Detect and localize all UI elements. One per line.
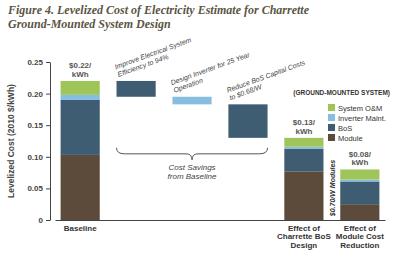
plot-marks (61, 81, 380, 220)
text-line: kWh (295, 127, 312, 136)
step-bar (228, 104, 267, 137)
legend: System O&MInverter Maint.BoSModule (328, 104, 386, 143)
legend-label: Inverter Maint. (338, 114, 386, 123)
legend-swatch (328, 134, 335, 141)
total-label: $0.08/kWh (349, 150, 372, 168)
y-tick-mark (46, 125, 50, 126)
y-axis-title: Levelized Cost (2010 $/kWh) (6, 84, 16, 198)
y-tick-mark (46, 188, 50, 189)
text-line: Baseline (64, 224, 97, 233)
bar-segment (284, 138, 323, 147)
legend-swatch (328, 114, 335, 121)
y-tick-label: 0.10 (27, 153, 43, 162)
text-line: Efficiency to 94% (116, 53, 169, 79)
legend-label: System O&M (338, 104, 382, 113)
step-bar (117, 81, 156, 97)
text-line: Effect of (344, 224, 376, 233)
text-line: kWh (351, 158, 368, 167)
text-line: Figure 4. Levelized Cost of Electricity … (7, 3, 310, 17)
y-tick-label: 0 (39, 216, 44, 225)
y-tick-label: 0.05 (27, 184, 43, 193)
y-tick-label: 0.25 (27, 58, 43, 67)
x-tick-label: Baseline (64, 224, 97, 233)
module-label: $0.70/W Modules (329, 160, 336, 218)
step-bar (172, 97, 211, 105)
bar-segment (61, 81, 100, 95)
text-line: Module Cost (336, 232, 384, 241)
savings-label: Cost Savingsfrom Baseline (168, 163, 217, 181)
chart-svg: Figure 4. Levelized Cost of Electricity … (0, 0, 395, 276)
bar-segment (61, 95, 100, 100)
text-line: $0.08/ (349, 150, 372, 159)
y-tick: 0.15 (27, 121, 50, 130)
y-tick-mark (46, 157, 50, 158)
x-tick-label: Effect ofCharrette BoSDesign (277, 224, 331, 251)
text-line: Charrette BoS (277, 232, 331, 241)
x-tick: Baseline (64, 224, 97, 233)
y-tick: 0.25 (27, 58, 50, 67)
x-axis-line (56, 220, 386, 221)
text-line: kWh (72, 70, 89, 79)
legend-label: BoS (338, 124, 352, 133)
y-tick-label: 0.15 (27, 121, 43, 130)
y-tick-label: 0.20 (27, 90, 43, 99)
chart-container: Figure 4. Levelized Cost of Electricity … (0, 0, 395, 276)
chart-title: Figure 4. Levelized Cost of Electricity … (7, 3, 310, 31)
bar-segment (284, 147, 323, 149)
bar-segment (284, 149, 323, 172)
text-line: Effect of (288, 224, 320, 233)
bar-segment (61, 155, 100, 220)
bar-segment (340, 180, 379, 182)
text-line: $0.13/ (293, 118, 316, 127)
bar-segment (340, 204, 379, 220)
system-label: (GROUND-MOUNTED SYSTEM) (293, 89, 390, 97)
x-axis: BaselineEffect ofCharrette BoSDesignEffe… (56, 221, 386, 251)
text-line: Reduction (340, 241, 379, 250)
bar-segment (284, 171, 323, 220)
y-tick-mark (46, 94, 50, 95)
y-tick: 0.20 (27, 90, 50, 99)
bar-segment (340, 169, 379, 179)
y-axis-line (50, 63, 51, 221)
legend-swatch (328, 104, 335, 111)
x-tick: Effect ofCharrette BoSDesign (277, 224, 331, 251)
total-label: $0.22/kWh (69, 61, 92, 79)
text-line: Operation (172, 77, 204, 95)
bar-segment (340, 181, 379, 204)
text-line: Ground-Mounted System Design (8, 17, 171, 31)
bar-segment (61, 100, 100, 155)
y-tick: 0.10 (27, 153, 50, 162)
y-tick: 0.05 (27, 184, 50, 193)
annotations: $0.22/kWh$0.13/kWh$0.08/kWhImprove Elect… (69, 36, 390, 217)
text-line: $0.22/ (69, 61, 92, 70)
text-line: Improve Electrical System (114, 36, 193, 71)
step-label: Improve Electrical SystemEfficiency to 9… (114, 36, 196, 79)
text-line: Design (291, 241, 318, 250)
x-tick-label: Effect ofModule CostReduction (336, 224, 384, 251)
savings-brace (117, 148, 268, 160)
x-tick: Effect ofModule CostReduction (336, 224, 384, 251)
y-tick-mark (46, 220, 50, 221)
text-line: to $0.68/W (228, 83, 264, 102)
y-axis: 0 0.05 0.10 0.15 0.20 0.25 (27, 58, 50, 225)
y-tick: 0 (39, 216, 50, 225)
legend-label: Module (338, 134, 363, 143)
text-line: from Baseline (168, 172, 217, 181)
total-label: $0.13/kWh (293, 118, 316, 136)
text-line: Cost Savings (168, 163, 215, 172)
y-tick-mark (46, 62, 50, 63)
legend-swatch (328, 124, 335, 131)
